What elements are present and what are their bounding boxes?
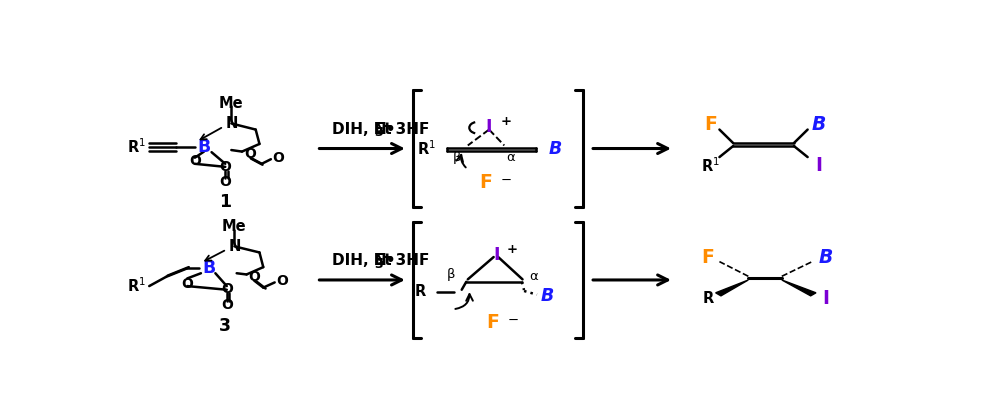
- Text: DIH, Et: DIH, Et: [333, 253, 392, 268]
- Text: F: F: [704, 115, 717, 134]
- Text: O: O: [221, 298, 232, 312]
- Text: O: O: [181, 277, 193, 291]
- Text: B: B: [819, 248, 833, 266]
- Text: F: F: [479, 173, 491, 192]
- Text: R$^1$: R$^1$: [127, 277, 145, 295]
- Text: I: I: [815, 156, 822, 175]
- Text: O: O: [248, 270, 260, 284]
- Text: 3: 3: [375, 258, 384, 271]
- Text: N: N: [229, 239, 240, 254]
- Text: O: O: [277, 274, 288, 289]
- Polygon shape: [716, 280, 749, 296]
- Text: β: β: [453, 150, 461, 164]
- Text: +: +: [506, 243, 517, 256]
- Text: R$^1$: R$^1$: [700, 156, 720, 175]
- Text: DIH, Et: DIH, Et: [333, 122, 392, 137]
- Text: 3: 3: [220, 317, 232, 335]
- Text: I: I: [486, 118, 492, 135]
- Text: 1: 1: [219, 193, 232, 211]
- Text: B: B: [811, 115, 825, 134]
- Text: O: O: [244, 147, 256, 161]
- Text: −: −: [500, 174, 511, 187]
- Text: B: B: [548, 140, 562, 158]
- Text: B: B: [541, 287, 554, 305]
- Text: R$^1$: R$^1$: [127, 138, 145, 156]
- Text: B: B: [197, 138, 211, 156]
- Text: O: O: [273, 151, 284, 165]
- Text: O: O: [220, 160, 232, 174]
- Text: N: N: [226, 116, 237, 131]
- Text: R: R: [415, 284, 426, 299]
- Text: α: α: [506, 150, 515, 164]
- Text: −: −: [508, 314, 519, 327]
- Text: Me: Me: [219, 96, 243, 111]
- Text: I: I: [822, 289, 829, 308]
- Text: B: B: [202, 259, 215, 277]
- Text: O: O: [189, 154, 201, 168]
- Text: +: +: [500, 114, 511, 127]
- Text: Me: Me: [222, 219, 246, 234]
- Text: α: α: [529, 270, 538, 283]
- Text: N•3HF: N•3HF: [374, 253, 430, 268]
- Text: R: R: [702, 291, 713, 306]
- Text: N•3HF: N•3HF: [374, 122, 430, 137]
- Text: O: O: [221, 282, 232, 296]
- Text: β: β: [446, 268, 455, 281]
- Polygon shape: [782, 280, 816, 296]
- Text: I: I: [493, 246, 500, 264]
- Text: O: O: [220, 175, 232, 189]
- Text: R$^1$: R$^1$: [417, 140, 436, 158]
- Text: F: F: [487, 313, 499, 332]
- Text: 3: 3: [375, 126, 384, 139]
- Text: F: F: [701, 248, 714, 266]
